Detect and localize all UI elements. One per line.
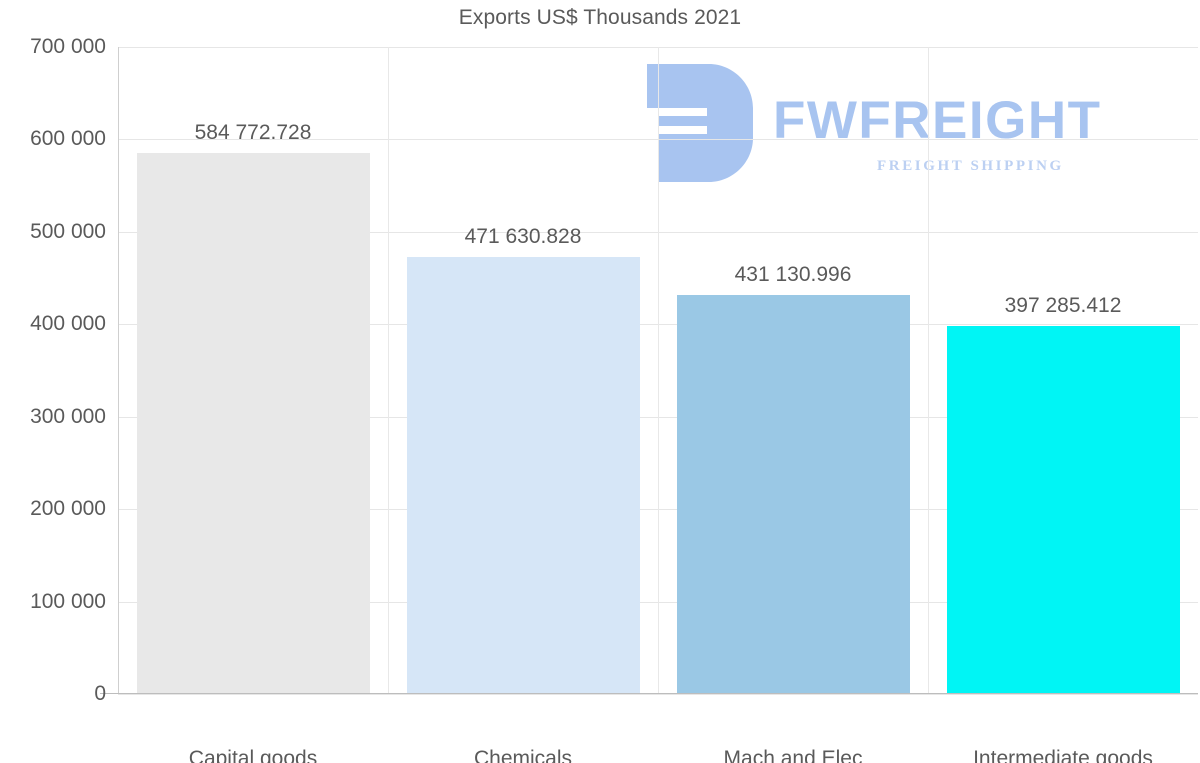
bar[interactable] bbox=[136, 152, 370, 693]
bar[interactable] bbox=[676, 294, 910, 693]
bar-value-label: 584 772.728 bbox=[194, 120, 312, 144]
bar[interactable] bbox=[406, 257, 640, 693]
x-axis-tick-label: Chemicals bbox=[473, 747, 573, 763]
gridline-horizontal bbox=[118, 694, 1198, 695]
y-axis-tick-label: 200 000 bbox=[30, 497, 106, 521]
bar-value-label: 431 130.996 bbox=[734, 262, 852, 286]
y-axis-tick-label: 0 bbox=[94, 682, 106, 705]
x-axis-tick-label: Mach and Elec bbox=[723, 747, 863, 763]
y-axis-tick-label: 600 000 bbox=[30, 127, 106, 151]
x-axis-tick-label: Intermediate goods bbox=[973, 747, 1153, 763]
bar-value-label: 471 630.828 bbox=[464, 225, 582, 249]
plot-area: 0 100 000 200 000 300 000 400 000 500 000 600 … bbox=[30, 35, 1198, 763]
y-axis-tick-label: 700 000 bbox=[30, 35, 106, 58]
y-axis-tick-label: 100 000 bbox=[30, 589, 106, 613]
bar-value-label: 397 285.412 bbox=[1004, 293, 1122, 317]
y-axis-line bbox=[118, 47, 119, 694]
gridline-vertical bbox=[388, 47, 389, 694]
y-axis-tick-label: 300 000 bbox=[30, 404, 106, 428]
x-axis-tick-label: Capital goods bbox=[188, 747, 318, 763]
gridline-vertical bbox=[658, 47, 659, 694]
x-axis-line bbox=[100, 693, 1198, 694]
gridline-vertical bbox=[928, 47, 929, 694]
y-axis-tick-label: 400 000 bbox=[30, 312, 106, 336]
bar[interactable] bbox=[946, 325, 1180, 693]
chart-title: Exports US$ Thousands 2021 bbox=[458, 6, 742, 29]
y-axis-tick-label: 500 000 bbox=[30, 219, 106, 243]
